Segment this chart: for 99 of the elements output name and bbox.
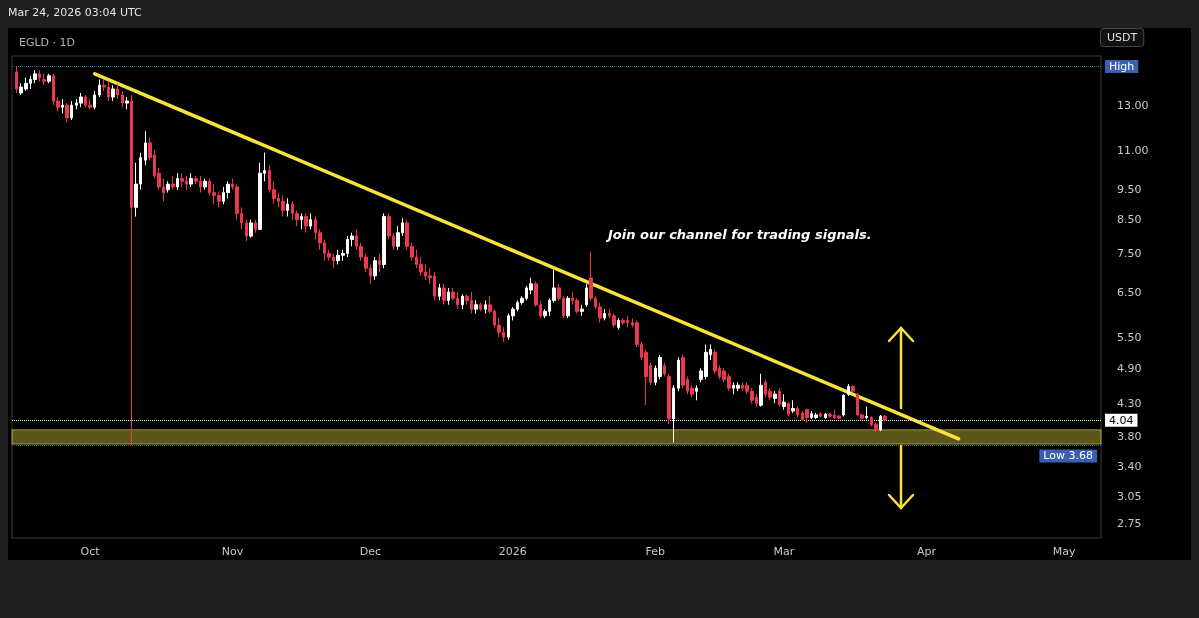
y-tick-label: 6.50 <box>1117 285 1142 299</box>
candlestick <box>667 373 671 425</box>
candlestick <box>663 362 666 378</box>
candlestick <box>695 384 698 401</box>
candlestick <box>79 92 83 108</box>
candlestick <box>447 287 450 306</box>
x-tick-label: 2026 <box>498 545 527 558</box>
candlestick <box>300 212 303 230</box>
candlestick <box>286 197 289 218</box>
x-tick-label: Feb <box>645 545 666 558</box>
candlestick <box>773 390 777 404</box>
candlestick <box>736 381 740 392</box>
candlestick <box>585 283 588 308</box>
candlestick <box>778 387 781 408</box>
y-tick-label: 4.30 <box>1117 396 1142 410</box>
ref-line-label: High <box>1109 60 1135 74</box>
candlestick <box>245 219 248 242</box>
candlestick <box>842 393 845 417</box>
candlestick <box>176 172 179 191</box>
candlestick <box>88 98 92 110</box>
candlestick <box>130 94 133 446</box>
y-tick-label: 4.90 <box>1117 361 1142 375</box>
ref-line-label: 4.04 <box>1109 413 1134 427</box>
candlestick <box>580 304 584 317</box>
candlestick <box>42 73 46 86</box>
candlestick <box>603 308 606 321</box>
candlestick <box>566 295 570 319</box>
candlestick <box>121 90 124 108</box>
candlestick <box>116 82 119 100</box>
candlestick <box>304 212 308 234</box>
y-tick-label: 3.05 <box>1117 489 1142 503</box>
candlestick <box>98 78 101 98</box>
candlestick <box>759 373 763 408</box>
candlestick <box>713 349 717 375</box>
candlestick <box>796 406 799 419</box>
candlestick <box>612 313 616 328</box>
candlestick <box>442 283 446 306</box>
candlestick <box>111 84 115 102</box>
candlestick <box>883 414 887 423</box>
y-tick-label: 5.50 <box>1117 330 1142 344</box>
x-tick-label: Apr <box>916 545 937 558</box>
x-tick-label: Nov <box>221 545 244 558</box>
y-tick-label: 7.50 <box>1117 246 1142 260</box>
candlestick <box>281 194 285 218</box>
candlestick <box>828 412 832 419</box>
candlestick <box>787 401 790 417</box>
candlestick <box>65 102 69 123</box>
x-tick-label: Dec <box>359 545 382 558</box>
y-tick-label: 8.50 <box>1117 213 1142 227</box>
annotation: Join our channel for trading signals. <box>605 227 872 242</box>
y-tick-label: 2.75 <box>1117 517 1142 531</box>
candlestick <box>373 256 377 281</box>
candlestick <box>474 299 478 315</box>
candlestick <box>438 283 441 301</box>
text: Mar 24, 2026 03:04 UTC <box>8 6 142 19</box>
candlestick <box>249 219 253 239</box>
candlestick <box>309 212 312 230</box>
candlestick <box>61 98 64 115</box>
x-tick-label: Mar <box>773 545 795 558</box>
candlestick <box>851 384 855 393</box>
candlestick <box>125 96 129 110</box>
chart-title: EGLD · 1D <box>19 36 76 49</box>
candlestick <box>479 302 482 312</box>
candlestick <box>621 317 625 326</box>
candlestick <box>805 407 809 424</box>
candlestick <box>171 175 175 191</box>
candlestick <box>15 66 18 94</box>
candlestick <box>70 100 73 121</box>
candlestick <box>814 412 818 420</box>
candlestick <box>791 399 795 414</box>
candlestick <box>824 412 827 420</box>
x-tick-label: Oct <box>80 545 101 558</box>
y-tick-label: 3.40 <box>1117 460 1142 474</box>
candlestick <box>38 69 41 82</box>
x-tick-label: May <box>1052 545 1077 558</box>
candlestick <box>166 180 170 194</box>
candlestick <box>484 299 487 315</box>
candlestick <box>254 219 257 234</box>
candlestick <box>837 414 841 421</box>
candlestick <box>617 317 620 331</box>
candlestick <box>677 356 680 392</box>
candlestick <box>93 90 96 110</box>
candlestick <box>782 393 786 411</box>
candlestick <box>47 73 51 84</box>
y-axis-title: USDT <box>1107 31 1138 44</box>
y-tick-label: 11.00 <box>1117 143 1149 157</box>
candlestick <box>378 252 381 273</box>
candlestick <box>189 172 193 188</box>
candlestick <box>461 293 464 310</box>
candlestick <box>382 212 386 269</box>
y-tick-label: 13.00 <box>1117 98 1149 112</box>
y-tick-label: 3.80 <box>1117 430 1142 444</box>
candlestick <box>144 130 147 166</box>
candlestick <box>819 411 822 419</box>
ref-line-label: Low 3.68 <box>1043 449 1093 463</box>
candlestick <box>847 383 850 397</box>
y-tick-label: 9.50 <box>1117 183 1142 197</box>
candlestick <box>203 178 207 191</box>
candlestick <box>180 172 184 188</box>
